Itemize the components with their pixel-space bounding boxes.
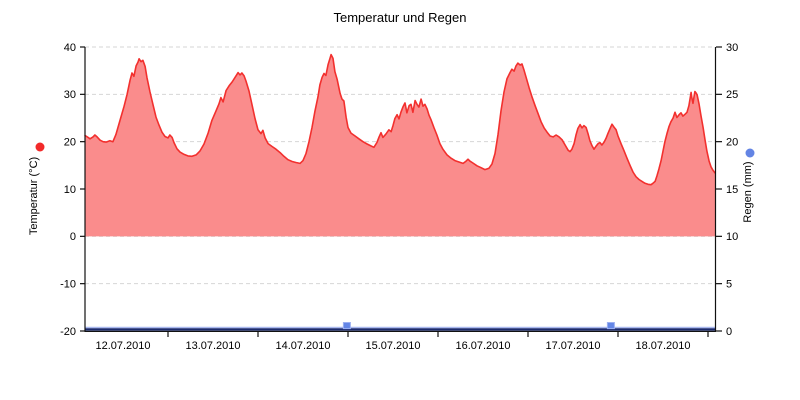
x-tick-label: 14.07.2010 — [275, 340, 330, 352]
x-tick-label: 13.07.2010 — [185, 340, 240, 352]
y-right-tick-label: 30 — [726, 42, 738, 54]
x-tick-label: 15.07.2010 — [365, 340, 420, 352]
y-right-tick-label: 5 — [726, 278, 732, 290]
y-left-tick-label: 30 — [64, 89, 76, 101]
chart-title: Temperatur und Regen — [334, 10, 467, 25]
y-right-tick-label: 20 — [726, 136, 738, 148]
y-left-tick-label: 40 — [64, 42, 76, 54]
axes-layer: 40 30 20 10 0 -10 -20 30 25 20 15 10 5 0 12.07.2010 13.… — [60, 42, 738, 352]
left-axis-title: Temperatur (°C) — [28, 157, 40, 235]
right-axis-title: Regen (mm) — [742, 161, 754, 222]
y-right-tick-label: 25 — [726, 89, 738, 101]
x-tick-label: 17.07.2010 — [545, 340, 600, 352]
y-right-tick-label: 15 — [726, 184, 738, 196]
y-left-tick-label: 0 — [70, 231, 76, 243]
rain-bar — [342, 322, 351, 330]
rain-bar — [606, 322, 615, 330]
y-left-tick-label: -10 — [60, 278, 76, 290]
y-right-tick-label: 0 — [726, 326, 732, 338]
temperature-legend-dot — [35, 142, 45, 152]
y-left-tick-label: 20 — [64, 136, 76, 148]
temperature-line — [84, 53, 716, 186]
x-tick-label: 16.07.2010 — [455, 340, 510, 352]
x-tick-label: 18.07.2010 — [635, 340, 690, 352]
y-right-tick-label: 10 — [726, 231, 738, 243]
x-tick-label: 12.07.2010 — [95, 340, 150, 352]
temperature-area — [85, 54, 715, 237]
series-layer — [84, 53, 716, 331]
y-left-tick-label: -20 — [60, 326, 76, 338]
rain-legend-dot — [745, 148, 755, 158]
y-left-tick-label: 10 — [64, 184, 76, 196]
